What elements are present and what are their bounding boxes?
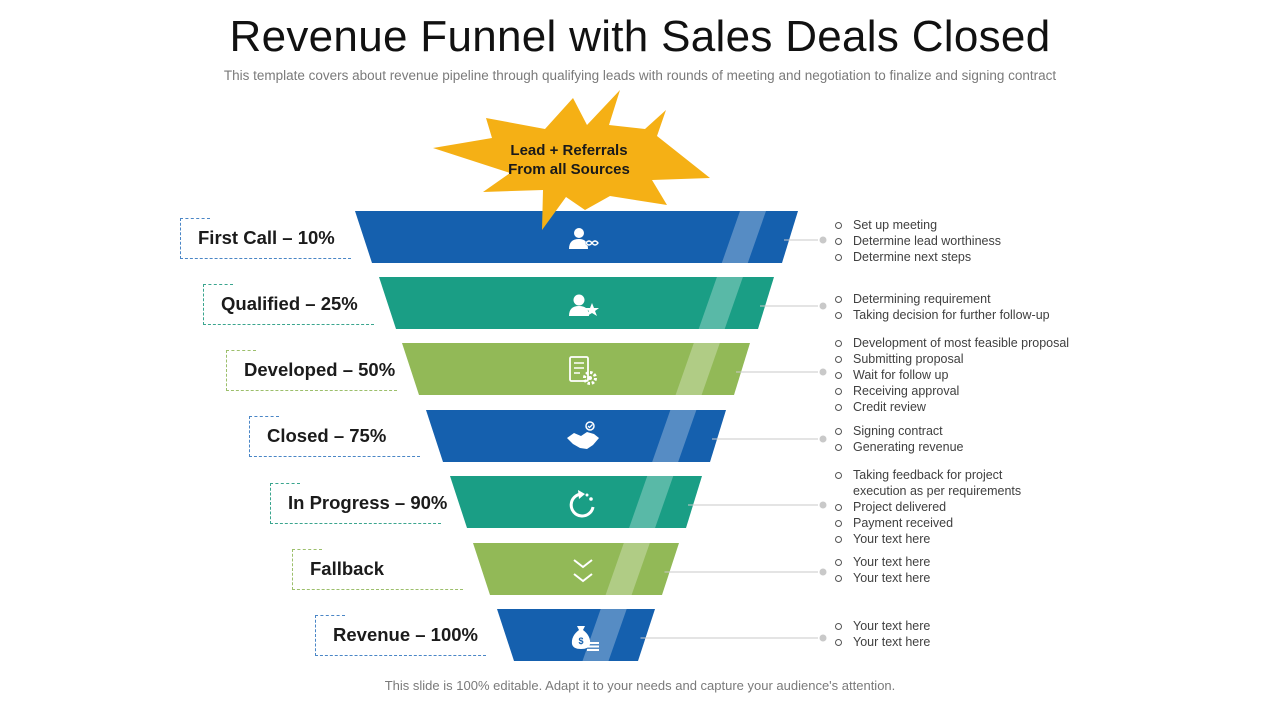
footer-note: This slide is 100% editable. Adapt it to…: [384, 678, 896, 693]
bullet-item: Signing contract: [834, 423, 964, 439]
double-chevron-down-icon: [573, 559, 593, 583]
document-gear-icon: [569, 356, 597, 385]
bullet-item: Your text here: [834, 634, 930, 650]
stage-label: Developed – 50%: [244, 359, 396, 380]
band-highlight: [605, 543, 650, 595]
bullet-item: Project delivered: [834, 499, 1021, 515]
stage-label-tick: [180, 218, 210, 219]
bullet-item: Determining requirement: [834, 291, 1050, 307]
stage-label-box: [226, 350, 397, 391]
stage-label-box: [203, 284, 374, 325]
stage-label-tick: [270, 483, 300, 484]
stage-label: Qualified – 25%: [221, 293, 358, 314]
connector-dot: [819, 435, 827, 443]
burst-line-1: Lead + Referrals: [510, 142, 627, 159]
user-infinity-icon: [569, 228, 600, 249]
stage-label-box: [270, 483, 441, 524]
page-subtitle: This template covers about revenue pipel…: [223, 68, 1057, 83]
band-highlight: [582, 609, 627, 661]
stage-label-tick: [315, 615, 345, 616]
connector-dot: [819, 236, 827, 244]
bullet-item: Set up meeting: [834, 217, 1001, 233]
handshake-icon: [567, 421, 599, 449]
connector-dot: [819, 501, 827, 509]
connector-dot: [819, 368, 827, 376]
stage-label: In Progress – 90%: [288, 492, 448, 513]
stage-bullet-list: Your text here Your text here: [834, 618, 930, 650]
stage-label-tick: [203, 284, 233, 285]
stage-label-box: [292, 549, 463, 590]
svg-text:$: $: [578, 636, 583, 646]
band-highlight: [721, 211, 766, 263]
bullet-item: execution as per requirements: [853, 484, 1022, 498]
stage-label: Revenue – 100%: [333, 624, 479, 645]
bullet-item: Wait for follow up: [834, 367, 1069, 383]
bullet-item: Payment received: [834, 515, 1021, 531]
bullet-item: Receiving approval: [834, 383, 1069, 399]
money-bag-icon: $: [571, 626, 599, 651]
stage-label-tick: [226, 350, 256, 351]
user-star-icon: [569, 294, 599, 316]
bullet-item: Your text here: [834, 531, 1021, 547]
stage-bullet-list: Development of most feasible proposal Sub…: [834, 335, 1069, 415]
progress-arrow-icon: [569, 490, 595, 518]
bullet-item: Your text here: [834, 618, 930, 634]
bullet-item: Development of most feasible proposal: [834, 335, 1069, 351]
connector-dot: [819, 634, 827, 642]
stage-label: Closed – 75%: [267, 425, 387, 446]
band-highlight: [675, 343, 720, 395]
bullet-item: Generating revenue: [834, 439, 964, 455]
bullet-item: Determine lead worthiness: [834, 233, 1001, 249]
stage-label-tick: [249, 416, 279, 417]
stage-bullet-list: Taking feedback for project execution as …: [834, 467, 1021, 547]
connector-dot: [819, 302, 827, 310]
stage-label-tick: [292, 549, 322, 550]
bullet-item: Taking feedback for project: [834, 467, 1021, 483]
bullet-item: Your text here: [834, 570, 930, 586]
bullet-item: Your text here: [834, 554, 930, 570]
stage-label-box: [249, 416, 420, 457]
stage-bullet-list: Determining requirement Taking decision f…: [834, 291, 1050, 323]
connector-dot: [819, 568, 827, 576]
band-highlight: [652, 410, 697, 462]
page-title: Revenue Funnel with Sales Deals Closed: [229, 12, 1051, 61]
stage-bullet-list: Signing contract Generating revenue: [834, 423, 964, 455]
funnel-band: [450, 476, 702, 528]
bullet-item: Determine next steps: [834, 249, 1001, 265]
bullet-item: Taking decision for further follow-up: [834, 307, 1050, 323]
stage-label-box: [315, 615, 486, 656]
stage-bullet-list: Your text here Your text here: [834, 554, 930, 586]
stage-bullet-list: Set up meeting Determine lead worthiness D…: [834, 217, 1001, 265]
stage-label: Fallback: [310, 558, 385, 579]
starburst-shape: [433, 90, 710, 230]
stage-label: First Call – 10%: [198, 227, 335, 248]
stage-label-box: [180, 218, 351, 259]
burst-line-2: From all Sources: [508, 161, 630, 178]
band-highlight: [629, 476, 674, 528]
funnel-band: [402, 343, 750, 395]
band-highlight: [698, 277, 743, 329]
bullet-item: Submitting proposal: [834, 351, 1069, 367]
bullet-item: Credit review: [834, 399, 1069, 415]
funnel-band: [473, 543, 679, 595]
